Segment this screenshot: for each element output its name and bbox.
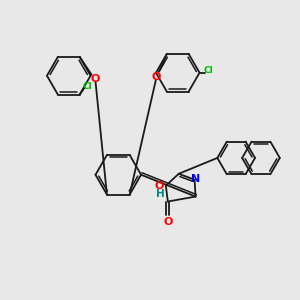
Text: O: O xyxy=(151,72,160,82)
Text: Cl: Cl xyxy=(203,66,213,75)
Text: Cl: Cl xyxy=(82,82,92,91)
Text: O: O xyxy=(163,218,172,227)
Text: O: O xyxy=(91,74,100,84)
Text: H: H xyxy=(156,189,165,199)
Text: N: N xyxy=(191,174,200,184)
Text: O: O xyxy=(154,181,164,191)
